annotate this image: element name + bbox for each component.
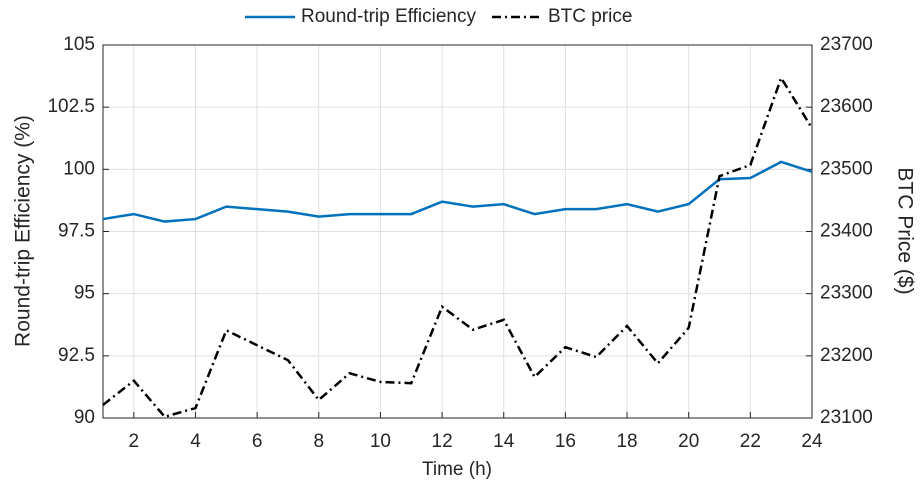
y2-tick-label: 23500 [820, 158, 873, 179]
x-tick-label: 8 [313, 431, 324, 452]
y-axis-label: Round-trip Efficiency (%) [12, 115, 35, 347]
y-tick-label: 95 [74, 283, 95, 304]
legend-label: BTC price [548, 6, 632, 27]
y-tick-label: 97.5 [58, 221, 95, 242]
x-tick-label: 2 [129, 431, 140, 452]
y2-tick-label: 23700 [820, 34, 873, 55]
x-tick-label: 22 [740, 431, 761, 452]
y2-tick-label: 23400 [820, 221, 873, 242]
x-tick-label: 24 [801, 431, 823, 452]
legend-label: Round-trip Efficiency [301, 6, 476, 27]
y-tick-label: 100 [63, 158, 95, 179]
x-tick-label: 6 [252, 431, 263, 452]
series-line [102, 75, 814, 419]
x-tick-label: 10 [370, 431, 391, 452]
x-tick-label: 18 [616, 431, 637, 452]
series-line [102, 160, 813, 223]
y-tick-label: 102.5 [47, 96, 95, 117]
y2-tick-label: 23600 [820, 96, 873, 117]
x-axis-label: Time (h) [422, 459, 492, 480]
y-tick-label: 92.5 [58, 345, 95, 366]
x-tick-label: 20 [678, 431, 699, 452]
y2-axis-label: BTC Price ($) [893, 167, 916, 294]
y2-tick-label: 23300 [820, 283, 873, 304]
y2-tick-label: 23200 [820, 345, 873, 366]
x-tick-label: 14 [493, 431, 515, 452]
y-tick-label: 105 [63, 34, 95, 55]
y2-tick-label: 23100 [820, 407, 873, 428]
x-tick-label: 12 [432, 431, 453, 452]
x-tick-label: 4 [190, 431, 201, 452]
x-tick-label: 16 [555, 431, 576, 452]
plot-frame [102, 44, 813, 419]
y-tick-label: 90 [74, 407, 95, 428]
